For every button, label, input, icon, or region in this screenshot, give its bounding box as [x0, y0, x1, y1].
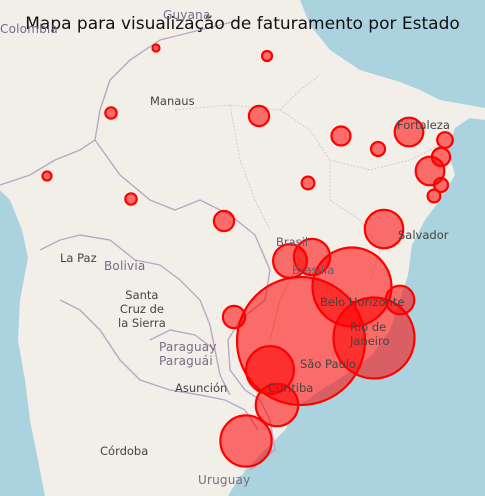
- label-uruguay: Uruguay: [198, 473, 251, 487]
- coast-west: [0, 190, 45, 496]
- label-colombia: Colombia: [0, 22, 58, 36]
- label-brasilia: Brasília: [292, 263, 335, 277]
- bubble-mt[interactable]: [212, 209, 236, 233]
- label-santa-cruz: Santa Cruz de la Sierra: [118, 288, 166, 330]
- bubble-rs[interactable]: [219, 414, 273, 468]
- coast-north: [300, 0, 485, 108]
- bubble-am[interactable]: [104, 106, 118, 120]
- label-sao-paulo: São Paulo: [300, 357, 357, 371]
- label-manaus: Manaus: [150, 94, 195, 108]
- bubble-ac[interactable]: [41, 170, 53, 182]
- bubble-se[interactable]: [426, 188, 442, 204]
- bubble-rn[interactable]: [436, 131, 454, 149]
- bubble-ap[interactable]: [260, 49, 274, 63]
- label-paraguay: Paraguay Paraguái: [159, 340, 217, 368]
- bubble-ba[interactable]: [363, 208, 405, 250]
- label-belo-horizonte: Belo Horizonte: [320, 295, 405, 309]
- bubble-ma[interactable]: [330, 125, 352, 147]
- label-curitiba: Curitiba: [268, 381, 314, 395]
- map-title: Mapa para visualização de faturamento po…: [25, 14, 460, 34]
- label-guyana: Guyana: [163, 8, 211, 22]
- bubble-es[interactable]: [384, 284, 416, 316]
- label-brasil: Brasil: [276, 235, 309, 249]
- label-cordoba: Córdoba: [100, 444, 149, 458]
- bubble-rr[interactable]: [151, 43, 161, 53]
- label-salvador: Salvador: [398, 228, 449, 242]
- bubble-pb[interactable]: [430, 146, 452, 168]
- label-asuncion: Asunción: [175, 381, 228, 395]
- bubble-pi[interactable]: [369, 140, 387, 158]
- bubble-layer: [41, 43, 454, 468]
- bubble-pa[interactable]: [247, 104, 271, 128]
- bubble-ce[interactable]: [393, 116, 425, 148]
- bubble-sc[interactable]: [254, 382, 300, 428]
- bubble-mg[interactable]: [311, 246, 393, 328]
- label-fortaleza: Fortaleza: [397, 118, 450, 132]
- river-plate: [228, 470, 280, 496]
- bubble-al[interactable]: [432, 176, 450, 194]
- bubble-ro[interactable]: [124, 192, 138, 206]
- label-la-paz: La Paz: [60, 251, 97, 265]
- bubble-to[interactable]: [300, 175, 316, 191]
- label-bolivia: Bolivia: [104, 259, 146, 273]
- bubble-go[interactable]: [272, 243, 309, 280]
- bubble-ms[interactable]: [221, 304, 247, 330]
- label-rio-de-janeiro: Rio de Janeiro: [350, 320, 390, 348]
